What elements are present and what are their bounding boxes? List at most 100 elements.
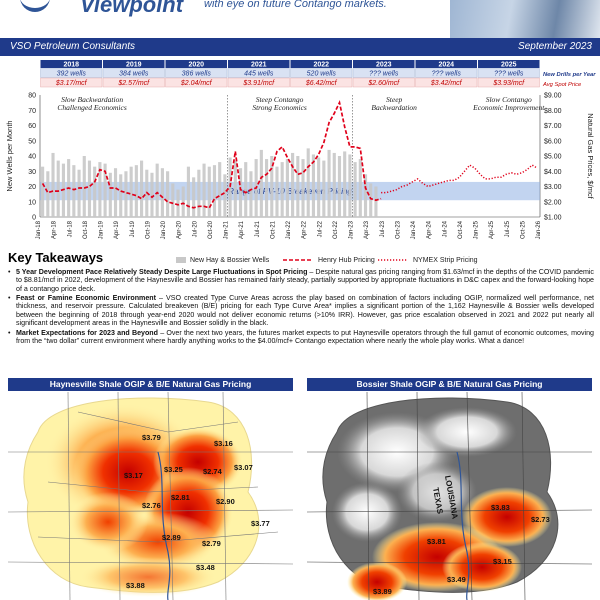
wells-bar (46, 171, 50, 217)
drills-cell (40, 68, 103, 78)
header-subtitle: with eye on future Contango markets. (204, 0, 387, 10)
breakeven-band (40, 181, 540, 201)
b/e-price-label: $2.90 (216, 497, 235, 506)
price-cell (290, 77, 353, 88)
x-tick-label: Oct-18 (83, 220, 89, 239)
drills-cell (415, 68, 478, 78)
year-label: 2019 (126, 62, 142, 69)
wells-bar (192, 177, 196, 217)
wells-bar (82, 156, 86, 217)
wells-bar (238, 168, 243, 217)
wells-bar (77, 169, 81, 217)
legend-label: Henry Hub Pricing (318, 257, 375, 264)
left-tick-label: 20 (28, 184, 36, 191)
x-tick-label: Jul-18 (67, 220, 73, 237)
avg-price-value: $3.93/mcf (492, 80, 525, 87)
wells-bar (134, 165, 138, 217)
x-tick-label: Apr-21 (239, 220, 245, 239)
left-tick-label: 30 (28, 169, 36, 176)
drills-value: 386 wells (182, 71, 212, 78)
wells-bar (306, 148, 310, 217)
wells-bar (160, 168, 164, 217)
legend-label: New Hay & Bossier Wells (190, 257, 270, 264)
year-label: 2025 (501, 62, 517, 69)
left-axis-title: New Wells per Month (5, 120, 14, 191)
wells-bar (343, 151, 347, 217)
year-cell (228, 60, 290, 68)
price-cell (477, 77, 540, 88)
takeaway-text: – VSO created Type Curve Areas across th… (16, 294, 594, 328)
takeaway-heading: 5 Year Development Pace Relatively Stead… (16, 268, 308, 276)
b/e-price-label: $3.89 (373, 587, 392, 596)
x-tick-label: Jul-21 (255, 220, 261, 237)
wells-bar (228, 157, 232, 217)
x-tick-label: Jul-25 (505, 220, 511, 237)
price-cell (165, 77, 228, 88)
right-tick-label: $8.00 (544, 108, 562, 115)
b/e-price-label: $3.77 (251, 519, 270, 528)
b/e-price-label: $3.79 (142, 433, 161, 442)
right-tick-label: $4.00 (544, 169, 562, 176)
b/e-price-label: $3.17 (124, 471, 143, 480)
x-tick-label: Jan-18 (36, 220, 42, 239)
b/e-price-label: $2.81 (171, 493, 190, 502)
x-tick-label: Jan-20 (161, 220, 167, 239)
b/e-price-label: $3.88 (126, 581, 145, 590)
header-photo (450, 0, 600, 38)
period-annotation: Strong Economics (252, 103, 307, 112)
x-tick-label: Apr-25 (489, 220, 495, 239)
right-tick-label: $7.00 (544, 123, 562, 130)
price-header-label: Avg Spot Price (542, 82, 582, 88)
x-tick-label: Oct-19 (145, 220, 151, 239)
x-tick-label: Jul-19 (130, 220, 136, 237)
takeaway-item: 5 Year Development Pace Relatively Stead… (8, 268, 594, 293)
wells-bar (280, 162, 284, 217)
right-tick-label: $5.00 (544, 154, 562, 161)
drills-value: 520 wells (307, 71, 337, 78)
period-annotation: Steep Contango (256, 95, 304, 104)
year-label: 2020 (188, 62, 204, 69)
b/e-price-label: $3.25 (164, 465, 183, 474)
wells-bar (249, 171, 253, 217)
left-tick-label: 10 (28, 199, 36, 206)
x-tick-label: Apr-23 (364, 220, 370, 239)
drills-value: 445 wells (244, 71, 274, 78)
year-cell (165, 60, 227, 68)
drills-value: ??? wells (432, 71, 462, 78)
b/e-price-label: $3.49 (447, 575, 466, 584)
haynesville-map: $3.79 $3.16 $3.17 $3.25 $2.74 $3.07 $2.8… (8, 392, 293, 600)
takeaway-item: Market Expectations for 2023 and Beyond … (8, 329, 594, 346)
wells-bar (369, 183, 373, 217)
logo-text: Viewpoint (80, 0, 184, 17)
drills-cell (352, 68, 415, 78)
year-cell (415, 60, 477, 68)
year-cell (353, 60, 415, 68)
bossier-heatmap: LOUISIANA TEXAS $3.83 $2.73 $3.81 $3.15 … (307, 392, 592, 600)
wells-bar (337, 156, 342, 217)
year-label: 2021 (251, 62, 267, 69)
drills-cell (165, 68, 228, 78)
wells-bar (150, 172, 154, 217)
avg-price-value: $2.57/mcf (117, 80, 150, 87)
title-band: VSO Petroleum Consultants September 2023 (0, 38, 600, 56)
legend-label: NYMEX Strip Pricing (413, 257, 478, 264)
x-tick-label: Jan-23 (349, 220, 355, 239)
wells-bar (72, 165, 76, 217)
drills-value: ??? wells (494, 71, 524, 78)
report-header: Viewpoint with eye on future Contango ma… (0, 0, 600, 38)
wells-bar (244, 162, 248, 217)
haynesville-heatmap: $3.79 $3.16 $3.17 $3.25 $2.74 $3.07 $2.8… (8, 392, 293, 600)
issue-date: September 2023 (518, 41, 592, 52)
wells-bar (358, 159, 362, 217)
right-tick-label: $9.00 (544, 93, 562, 100)
wells-bar (103, 163, 107, 217)
drills-header-label: New Drills per Year (543, 72, 596, 78)
takeaway-heading: Market Expectations for 2023 and Beyond (16, 328, 158, 337)
wells-bar (202, 163, 206, 217)
b/e-price-label: $2.73 (531, 515, 550, 524)
left-tick-label: 40 (28, 154, 36, 161)
wells-bar (301, 159, 305, 217)
drills-value: 384 wells (119, 71, 149, 78)
period-annotation: Backwardation (371, 103, 417, 112)
left-tick-label: 80 (28, 93, 36, 100)
